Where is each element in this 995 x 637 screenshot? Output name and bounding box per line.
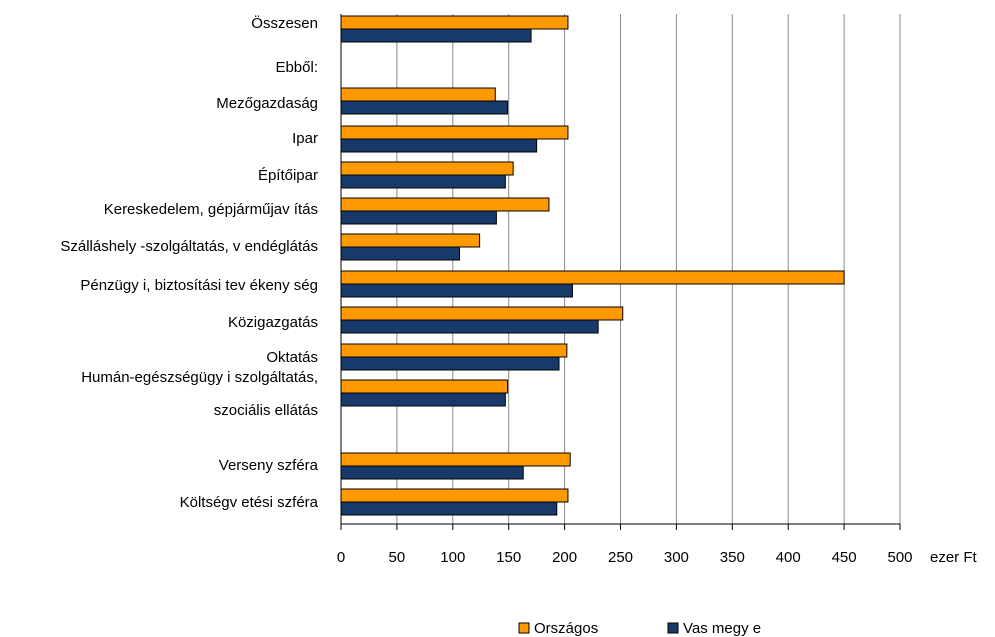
category-label: Mezőgazdaság [216,95,318,112]
category-label: Humán-egészségügy i szolgáltatás, [81,369,318,386]
x-tick-label: 50 [389,549,406,566]
bar-vas-megye [340,210,497,225]
legend-swatch-orszagos [518,622,530,634]
category-label: Szálláshely -szolgáltatás, v endéglátás [60,238,318,255]
x-tick-label: 300 [664,549,689,566]
x-tick-label: 500 [887,549,912,566]
x-tick-label: 200 [552,549,577,566]
category-label: Verseny szféra [219,457,319,474]
bar-orszagos [340,488,569,503]
bar-vas-megye [340,319,599,334]
x-tick-label: 0 [337,549,345,566]
x-tick-label: 150 [496,549,521,566]
category-label: Építőipar [258,167,318,184]
bar-orszagos [340,452,571,467]
legend-label: Vas megy e [683,620,761,637]
bar-orszagos [340,270,845,285]
x-tick-label: 350 [720,549,745,566]
bar-orszagos [340,233,481,248]
bar-vas-megye [340,392,506,407]
bar-orszagos [340,197,550,212]
bar-orszagos [340,306,624,321]
legend-swatch-vas-megye [667,622,679,634]
category-label: Pénzügy i, biztosítási tev ékeny ség [80,277,318,294]
x-tick-label: 450 [832,549,857,566]
bar-orszagos [340,161,514,176]
category-label: szociális ellátás [214,402,318,419]
bar-vas-megye [340,246,461,261]
x-axis: 0 50 100 150 200 250 300 350 400 450 500 [337,14,913,566]
x-tick-label: 100 [440,549,465,566]
bar-vas-megye [340,138,538,153]
category-label: Oktatás [266,349,318,366]
bar-vas-megye [340,100,509,115]
bar-vas-megye [340,465,524,480]
category-labels: Összesen Ebből: Mezőgazdaság Ipar Építőipar K… [60,14,318,511]
x-axis-unit: ezer Ft [930,549,978,566]
category-label: Közigazgatás [228,314,318,331]
bar-orszagos [340,343,568,358]
category-label: Ipar [292,130,318,147]
bar-orszagos [340,379,509,394]
bar-vas-megye [340,356,560,371]
bar-orszagos [340,87,496,102]
bar-vas-megye [340,501,558,516]
x-tick-label: 400 [776,549,801,566]
bar-orszagos [340,125,569,140]
category-label: Ebből: [275,59,318,76]
bar-vas-megye [340,174,506,189]
bar-vas-megye [340,28,532,43]
category-label: Költségv etési szféra [180,494,319,511]
x-tick-label: 250 [608,549,633,566]
bar-orszagos [340,15,569,30]
category-label: Összesen [251,14,318,32]
legend-label: Országos [534,620,598,637]
legend: Országos Vas megy e [518,620,761,637]
bar-vas-megye [340,283,573,298]
category-label: Kereskedelem, gépjárműjav ítás [104,201,318,218]
bars [340,15,845,516]
